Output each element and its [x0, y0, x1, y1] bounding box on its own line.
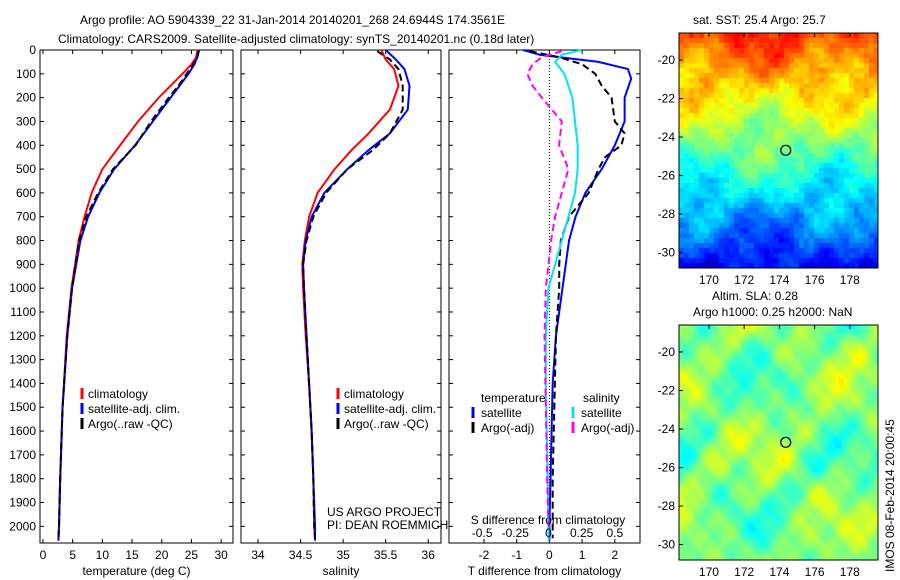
argo-profile-figure: Argo profile: AO 5904339_22 31-Jan-2014 … — [0, 0, 900, 580]
lat-tick-label: -24 — [658, 422, 676, 436]
sla-map-axes: 170 172 174 176 178 -20 -22 -24 -26 -28 -30 — [658, 325, 878, 579]
map-frame — [679, 33, 878, 268]
lat-tick-label: -28 — [658, 207, 676, 221]
lon-tick-label: 178 — [840, 565, 860, 579]
lon-tick-label: 170 — [699, 565, 719, 579]
lon-tick-label: 174 — [769, 565, 789, 579]
lon-tick-label: 176 — [805, 565, 825, 579]
argo-position-marker — [781, 437, 791, 447]
map-frame — [679, 325, 878, 560]
lon-tick-label: 178 — [840, 273, 860, 287]
lat-tick-label: -22 — [658, 91, 676, 105]
lat-tick-label: -26 — [658, 169, 676, 183]
argo-position-marker — [781, 145, 791, 155]
lat-tick-label: -26 — [658, 461, 676, 475]
lat-tick-label: -22 — [658, 383, 676, 397]
map-overlay: 170 172 174 176 178-20-22-24-26-28-30170 172 1… — [0, 0, 900, 580]
lat-tick-label: -20 — [658, 345, 676, 359]
lat-tick-label: -24 — [658, 130, 676, 144]
lon-tick-label: 172 — [734, 273, 754, 287]
lat-tick-label: -20 — [658, 53, 676, 67]
lon-tick-label: 172 — [734, 565, 754, 579]
lat-tick-label: -30 — [658, 538, 676, 552]
lat-tick-label: -30 — [658, 246, 676, 260]
lon-tick-label: 170 — [699, 273, 719, 287]
lon-tick-label: 176 — [805, 273, 825, 287]
lat-tick-label: -28 — [658, 499, 676, 513]
lon-tick-label: 174 — [769, 273, 789, 287]
sst-map-axes: 170 172 174 176 178 -20 -22 -24 -26 -28 -30 — [658, 33, 878, 287]
